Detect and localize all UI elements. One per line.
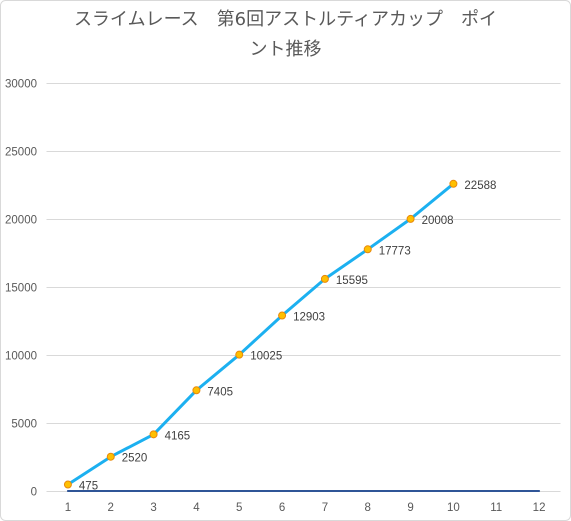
- data-point: [149, 430, 158, 439]
- data-point: [278, 311, 287, 320]
- x-tick-label: 6: [279, 502, 285, 514]
- y-tick-label: 15000: [5, 283, 37, 295]
- data-point: [63, 480, 72, 489]
- x-tick-label: 4: [193, 502, 200, 514]
- data-point: [320, 274, 329, 283]
- y-tick-label: 30000: [5, 79, 37, 91]
- x-tick-label: 9: [407, 502, 413, 514]
- x-tick-label: 11: [490, 502, 502, 514]
- data-label: 4165: [165, 430, 191, 442]
- data-point: [406, 214, 415, 223]
- y-tick-label: 10000: [5, 351, 37, 363]
- data-point: [235, 350, 244, 359]
- x-tick-label: 5: [236, 502, 242, 514]
- x-tick-label: 3: [150, 502, 156, 514]
- y-tick-label: 5000: [11, 419, 37, 431]
- data-label: 7405: [207, 386, 233, 398]
- data-point: [106, 452, 115, 461]
- data-label: 20008: [422, 215, 454, 227]
- data-label: 22588: [464, 180, 496, 192]
- data-label: 10025: [250, 351, 282, 363]
- data-point: [449, 179, 458, 188]
- data-label: 12903: [293, 312, 325, 324]
- data-label: 2520: [122, 453, 148, 465]
- x-tick-label: 2: [108, 502, 114, 514]
- y-tick-label: 20000: [5, 215, 37, 227]
- data-point: [363, 245, 372, 254]
- y-tick-label: 25000: [5, 147, 37, 159]
- data-label: 475: [79, 481, 98, 493]
- data-point: [192, 386, 201, 395]
- y-tick-label: 0: [31, 487, 37, 499]
- x-tick-label: 8: [365, 502, 371, 514]
- series-line: [66, 182, 455, 486]
- chart-title: スライムレース 第6回アストルティアカップ ポイント推移: [73, 9, 498, 60]
- x-tick-label: 10: [447, 502, 460, 514]
- x-tick-label: 1: [65, 502, 71, 514]
- data-label: 15595: [336, 275, 368, 287]
- x-tick-label: 7: [322, 502, 328, 514]
- x-tick-label: 12: [533, 502, 546, 514]
- data-label: 17773: [379, 245, 411, 257]
